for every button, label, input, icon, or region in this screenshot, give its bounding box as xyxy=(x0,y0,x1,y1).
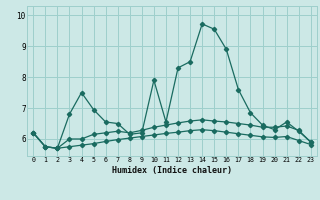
X-axis label: Humidex (Indice chaleur): Humidex (Indice chaleur) xyxy=(112,166,232,175)
